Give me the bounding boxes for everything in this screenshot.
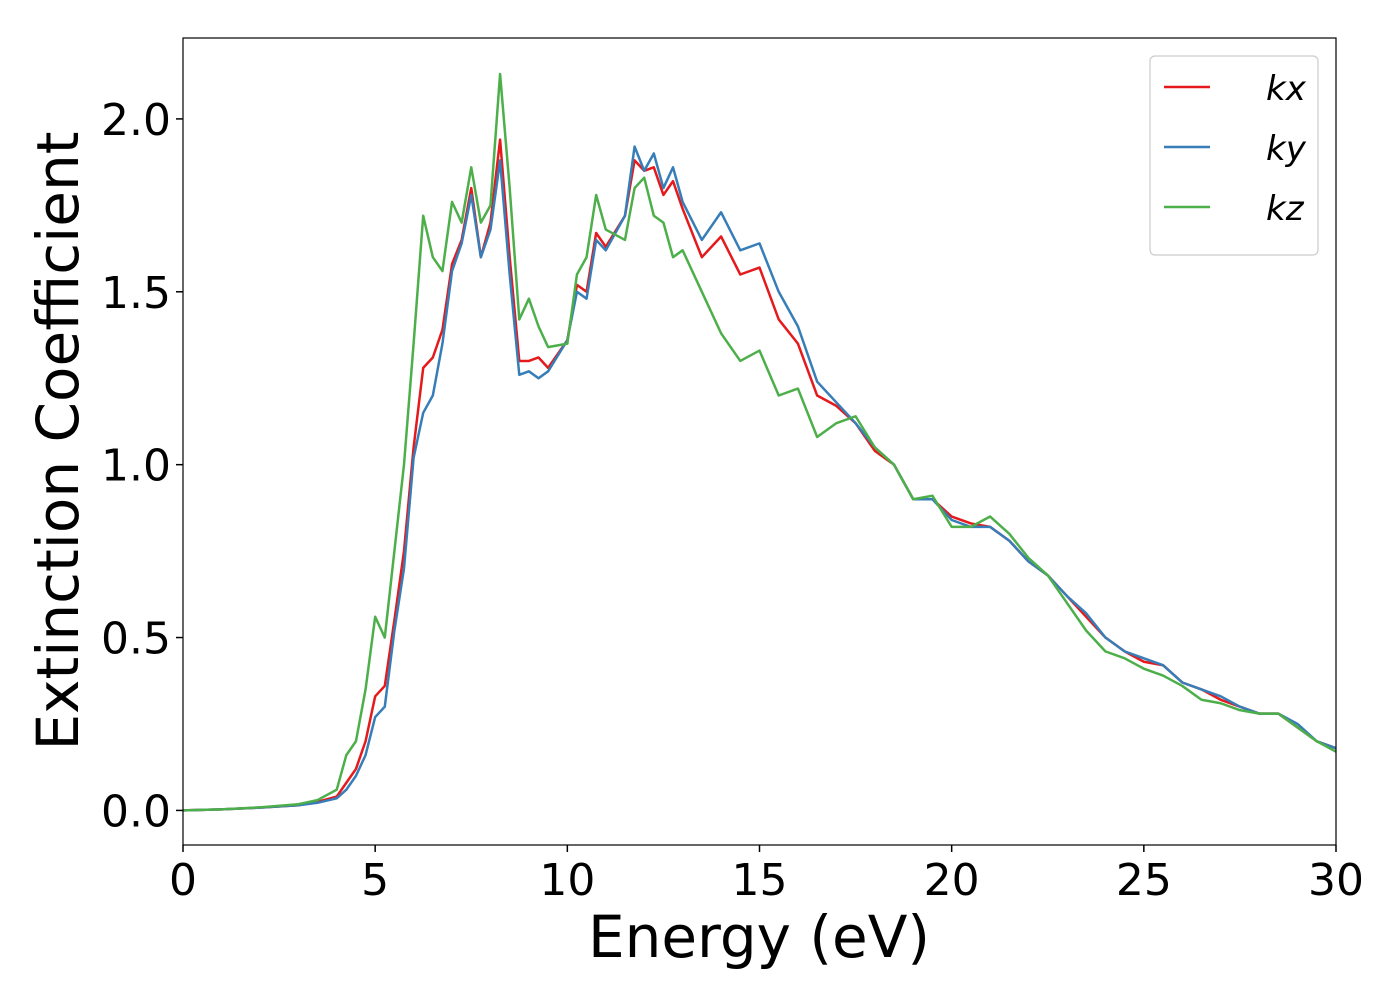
legend-box <box>1149 55 1319 256</box>
y-tick-label: 0.0 <box>101 786 171 837</box>
x-tick-label: 0 <box>169 855 197 906</box>
legend-label: kz <box>1266 189 1305 229</box>
x-tick-label: 25 <box>1116 855 1172 906</box>
y-tick-label: 1.5 <box>101 268 171 319</box>
x-tick-label: 30 <box>1308 855 1364 906</box>
series-line <box>183 145 1336 812</box>
legend-label: ky <box>1266 129 1307 169</box>
plot-lines <box>183 72 1336 812</box>
x-tick-label: 10 <box>539 855 595 906</box>
y-tick-label: 0.5 <box>101 614 171 665</box>
plot-frame <box>182 37 1337 846</box>
y-tick-label: 2.0 <box>101 95 171 146</box>
x-tick-label: 20 <box>924 855 980 906</box>
x-tick-label: 5 <box>361 855 389 906</box>
x-tick-label: 15 <box>732 855 788 906</box>
series-line <box>183 72 1336 812</box>
x-axis-label: Energy (eV) <box>588 903 930 971</box>
y-axis-label: Extinction Coefficient <box>24 132 92 751</box>
legend-label: kx <box>1266 69 1307 109</box>
y-tick-label: 1.0 <box>101 441 171 492</box>
